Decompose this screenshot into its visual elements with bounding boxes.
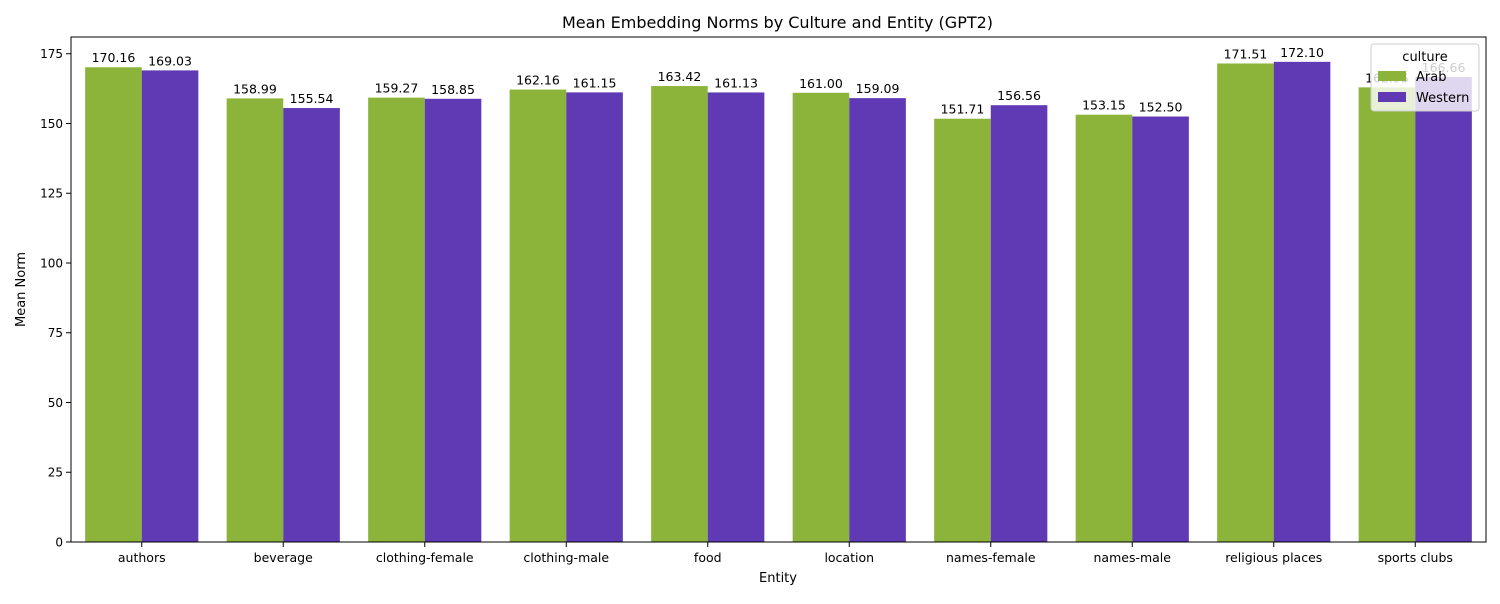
- x-tick-label: clothing-male: [523, 550, 609, 565]
- bar-arab: [226, 98, 284, 542]
- y-tick-label: 0: [55, 536, 63, 550]
- bar-arab: [85, 67, 142, 542]
- x-axis: authors beverage clothing-female clothing-m…: [118, 542, 1453, 565]
- legend-title: culture: [1402, 50, 1447, 65]
- bar-arab: [1075, 114, 1133, 543]
- x-tick-label: clothing-female: [376, 550, 474, 565]
- bar-value-label: 153.15: [1082, 98, 1126, 113]
- x-tick-label: names-female: [946, 550, 1036, 565]
- bar-value-label: 172.10: [1280, 45, 1324, 60]
- bar-western: [1273, 61, 1331, 543]
- bar-value-label: 161.13: [714, 75, 758, 90]
- bar-value-label: 170.16: [92, 50, 136, 65]
- y-tick-label: 50: [48, 396, 63, 410]
- bar-value-label: 171.51: [1224, 46, 1268, 61]
- bar-value-label: 169.03: [148, 53, 192, 68]
- bar-value-label: 151.71: [941, 102, 985, 117]
- bar-western: [283, 108, 340, 543]
- bar-arab: [368, 97, 425, 542]
- y-tick-label: 75: [48, 326, 63, 340]
- y-tick-label: 150: [40, 117, 63, 131]
- x-tick-label: food: [694, 550, 722, 565]
- legend-label-arab: Arab: [1416, 70, 1446, 85]
- bars-group: 170.16 169.03 158.99 155.54 159.27 158.85 162.…: [85, 45, 1472, 543]
- legend-label-western: Western: [1416, 91, 1469, 106]
- bar-value-label: 155.54: [290, 91, 334, 106]
- x-tick-label: location: [824, 550, 874, 565]
- y-tick-label: 25: [48, 466, 63, 480]
- bar-value-label: 159.27: [375, 81, 419, 96]
- bar-western: [566, 92, 623, 542]
- bar-arab: [1358, 87, 1416, 542]
- bar-arab: [792, 92, 850, 543]
- bar-western: [141, 70, 199, 542]
- x-axis-label: Entity: [759, 571, 797, 586]
- bar-value-label: 161.15: [573, 75, 617, 90]
- bar-value-label: 162.16: [516, 73, 560, 88]
- plot-frame: [70, 36, 1487, 543]
- bar-arab: [651, 86, 708, 543]
- bar-value-label: 156.56: [997, 88, 1041, 103]
- legend-swatch-western: [1378, 92, 1406, 102]
- bar-value-label: 159.09: [856, 81, 900, 96]
- bar-arab: [1217, 63, 1274, 542]
- bar-western: [1415, 77, 1472, 542]
- bar-arab: [509, 89, 567, 543]
- x-tick-label: sports clubs: [1378, 550, 1453, 565]
- y-tick-label: 125: [40, 187, 63, 201]
- legend: culture Arab Western: [1370, 43, 1480, 112]
- x-tick-label: authors: [118, 550, 166, 565]
- y-axis-label: Mean Norm: [14, 252, 29, 327]
- x-tick-label: names-male: [1094, 550, 1172, 565]
- y-tick-label: 100: [40, 256, 63, 270]
- bar-value-label: 158.85: [431, 82, 475, 97]
- bar-western: [1132, 116, 1189, 542]
- legend-swatch-arab: [1378, 71, 1406, 81]
- y-tick-label: 175: [40, 47, 63, 61]
- bar-western: [990, 105, 1048, 542]
- bar-value-label: 158.99: [233, 81, 277, 96]
- chart-title: Mean Embedding Norms by Culture and Enti…: [562, 13, 993, 32]
- bar-value-label: 152.50: [1139, 100, 1183, 115]
- bar-value-label: 161.00: [799, 76, 843, 91]
- y-axis: 0 25 50 75 100 125 150 175: [40, 47, 71, 550]
- x-tick-label: beverage: [254, 550, 313, 565]
- bar-value-label: 163.42: [658, 69, 702, 84]
- bar-western: [707, 92, 765, 542]
- bar-western: [424, 98, 482, 543]
- x-tick-label: religious places: [1225, 550, 1322, 565]
- bar-arab: [934, 118, 991, 543]
- bar-western: [849, 98, 906, 542]
